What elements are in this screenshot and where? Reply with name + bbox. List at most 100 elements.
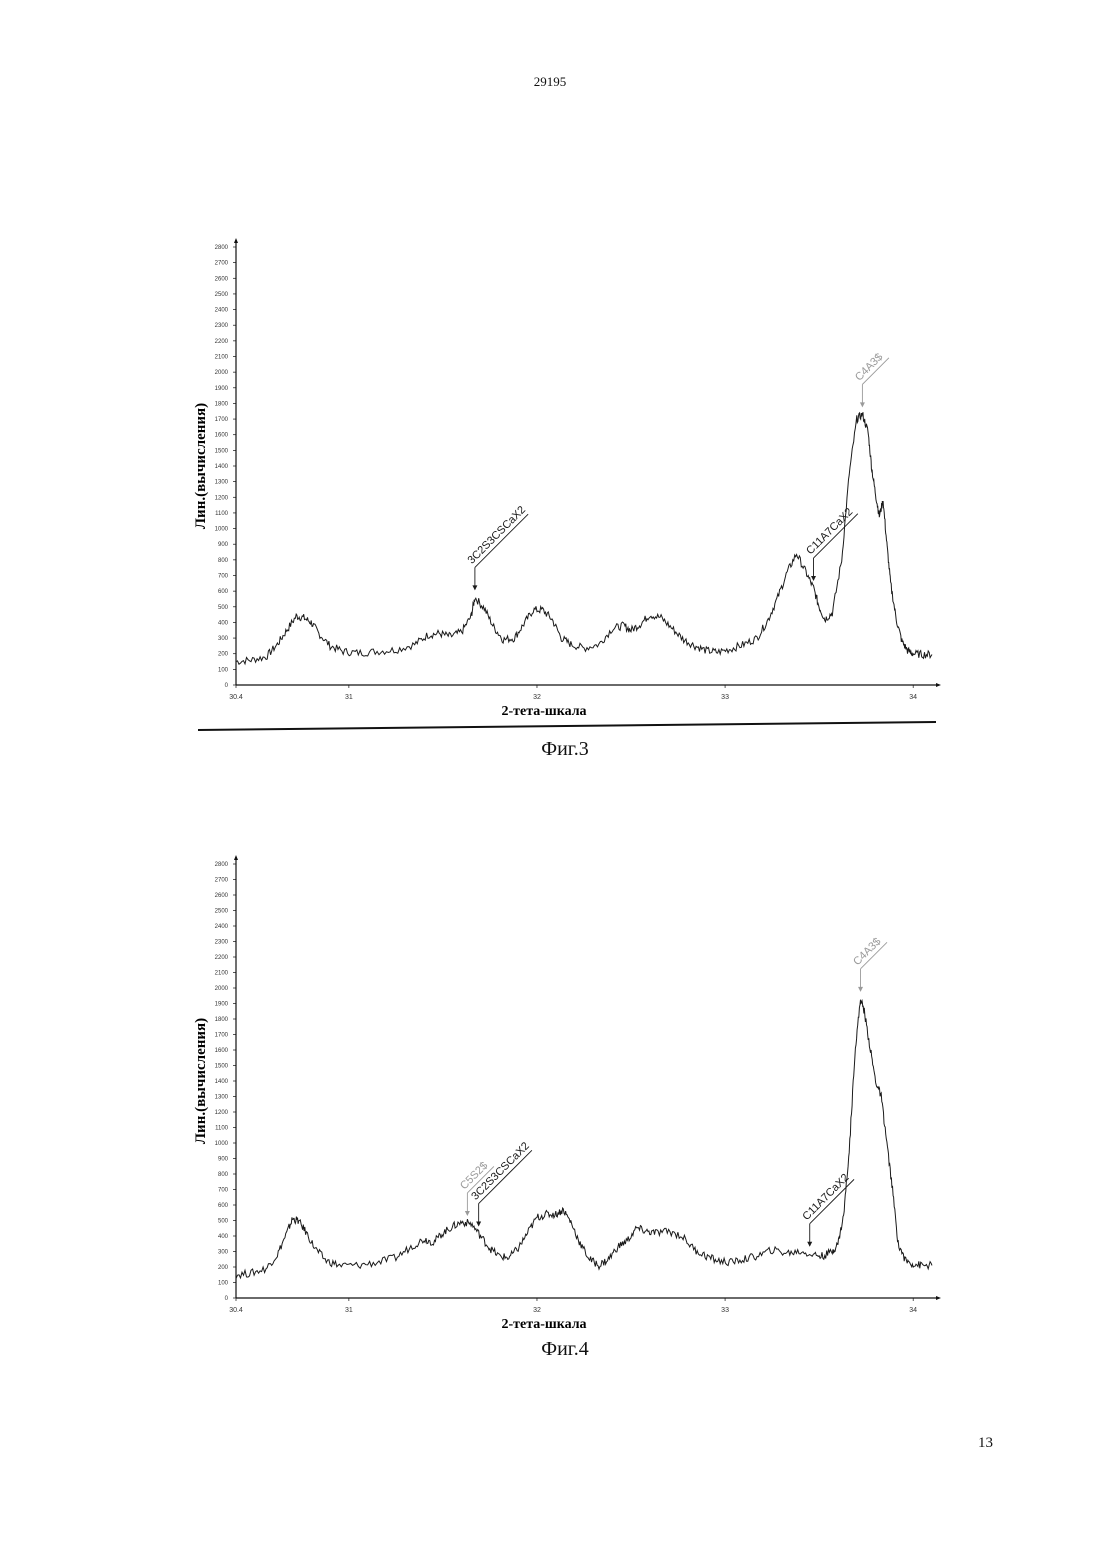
y-tick-label: 1400 — [215, 464, 229, 470]
figure-divider — [198, 722, 936, 730]
y-tick-label: 1200 — [215, 495, 229, 501]
y-tick-label: 2300 — [215, 323, 229, 329]
y-axis-arrow — [234, 238, 238, 243]
x-tick-label: 31 — [345, 1307, 353, 1314]
y-tick-label: 2500 — [215, 292, 229, 298]
y-tick-label: 2800 — [215, 862, 229, 868]
y-tick-label: 1400 — [215, 1079, 229, 1085]
x-tick-label: 33 — [721, 694, 729, 701]
figure-caption: Фиг.4 — [180, 1338, 950, 1361]
x-axis-label: 2-тета-шкала — [501, 704, 586, 719]
x-tick-label: 33 — [721, 1307, 729, 1314]
y-tick-label: 2700 — [215, 878, 229, 884]
y-tick-label: 1900 — [215, 1002, 229, 1008]
y-axis-arrow — [234, 855, 238, 860]
y-tick-label: 2000 — [215, 370, 229, 376]
x-tick-label: 32 — [533, 1307, 541, 1314]
annotation-label: C11A7CaX2 — [804, 506, 855, 557]
y-tick-label: 1000 — [215, 527, 229, 533]
annotation-label: C4A3$ — [851, 936, 883, 968]
y-tick-label: 1000 — [215, 1141, 229, 1147]
annotation-label: 3C2S3CSCaX2 — [466, 504, 529, 567]
y-tick-label: 700 — [218, 1188, 229, 1194]
y-tick-label: 2100 — [215, 971, 229, 977]
y-tick-label: 1100 — [215, 511, 229, 517]
y-tick-label: 2400 — [215, 924, 229, 930]
y-tick-label: 200 — [218, 652, 229, 658]
y-tick-label: 2300 — [215, 940, 229, 946]
y-tick-label: 2600 — [215, 893, 229, 899]
x-tick-label: 34 — [909, 1307, 917, 1314]
document-number: 29195 — [0, 74, 1100, 90]
y-tick-label: 2700 — [215, 261, 229, 267]
y-tick-label: 1300 — [215, 1095, 229, 1101]
x-tick-label: 30.4 — [229, 694, 243, 701]
x-tick-label: 30.4 — [229, 1307, 243, 1314]
annotation-label: C4A3$ — [853, 351, 885, 383]
y-tick-label: 300 — [218, 636, 229, 642]
annotation-arrow — [807, 1242, 812, 1247]
peak-annotation: C4A3$ — [851, 936, 887, 992]
annotation-arrow — [476, 1222, 481, 1227]
figure-caption: Фиг.3 — [180, 738, 950, 761]
peak-annotation: 3C2S3CSCaX2 — [466, 504, 529, 590]
y-tick-label: 2400 — [215, 308, 229, 314]
y-tick-label: 1500 — [215, 1064, 229, 1070]
y-tick-label: 100 — [218, 1281, 229, 1287]
y-tick-label: 800 — [218, 558, 229, 564]
x-axis-arrow — [936, 1296, 941, 1300]
peak-annotation: C11A7CaX2 — [804, 506, 858, 581]
y-tick-label: 1800 — [215, 1017, 229, 1023]
y-tick-label: 2600 — [215, 276, 229, 282]
y-tick-label: 600 — [218, 589, 229, 595]
y-tick-label: 1200 — [215, 1110, 229, 1116]
y-tick-label: 1700 — [215, 417, 229, 423]
y-tick-label: 0 — [225, 1296, 229, 1302]
y-tick-label: 1700 — [215, 1033, 229, 1039]
y-tick-label: 1600 — [215, 1048, 229, 1054]
peak-annotation: C4A3$ — [853, 351, 889, 407]
y-tick-label: 1900 — [215, 386, 229, 392]
y-tick-label: 2500 — [215, 909, 229, 915]
y-tick-label: 1300 — [215, 480, 229, 486]
y-tick-label: 500 — [218, 1219, 229, 1225]
peak-annotation: C11A7CaX2 — [800, 1172, 854, 1247]
y-tick-label: 800 — [218, 1172, 229, 1178]
y-tick-label: 100 — [218, 667, 229, 673]
y-tick-label: 2200 — [215, 955, 229, 961]
y-tick-label: 2200 — [215, 339, 229, 345]
y-tick-label: 600 — [218, 1203, 229, 1209]
xrd-chart-fig3: 0100200300400500600700800900100011001200… — [180, 230, 950, 770]
peak-annotation: 3C2S3CSCaX2 — [469, 1140, 532, 1226]
figure-4: 0 100 200 300 400 500 600 700 800 900 1000 1100 1200… — [180, 852, 950, 1372]
x-tick-label: 31 — [345, 694, 353, 701]
annotation-arrow — [465, 1211, 470, 1216]
y-tick-label: 400 — [218, 1234, 229, 1240]
y-tick-label: 2000 — [215, 986, 229, 992]
xrd-chart-fig4: 0 100 200 300 400 500 600 700 800 900 1000 1100 1200… — [180, 852, 950, 1372]
y-tick-label: 0 — [225, 683, 229, 689]
y-tick-label: 2100 — [215, 355, 229, 361]
page-number: 13 — [978, 1435, 993, 1452]
y-tick-label: 1100 — [215, 1126, 229, 1132]
y-tick-label: 1600 — [215, 433, 229, 439]
y-tick-label: 500 — [218, 605, 229, 611]
annotation-arrow — [811, 576, 816, 581]
y-tick-label: 1800 — [215, 401, 229, 407]
x-axis-arrow — [936, 683, 941, 687]
x-tick-label: 34 — [909, 694, 917, 701]
annotation-arrow — [858, 987, 863, 992]
y-tick-label: 200 — [218, 1265, 229, 1271]
y-axis-label: Лин.(вычисления) — [193, 1018, 209, 1144]
y-tick-label: 300 — [218, 1250, 229, 1256]
x-tick-label: 32 — [533, 694, 541, 701]
figure-3: 0100200300400500600700800900100011001200… — [180, 230, 950, 770]
y-tick-label: 900 — [218, 1157, 229, 1163]
y-tick-label: 900 — [218, 542, 229, 548]
annotation-arrow — [472, 585, 477, 590]
y-tick-label: 400 — [218, 620, 229, 626]
x-axis-label: 2-тета-шкала — [501, 1317, 586, 1332]
y-tick-label: 1500 — [215, 448, 229, 454]
annotation-arrow — [860, 402, 865, 407]
series-line — [236, 1000, 932, 1279]
